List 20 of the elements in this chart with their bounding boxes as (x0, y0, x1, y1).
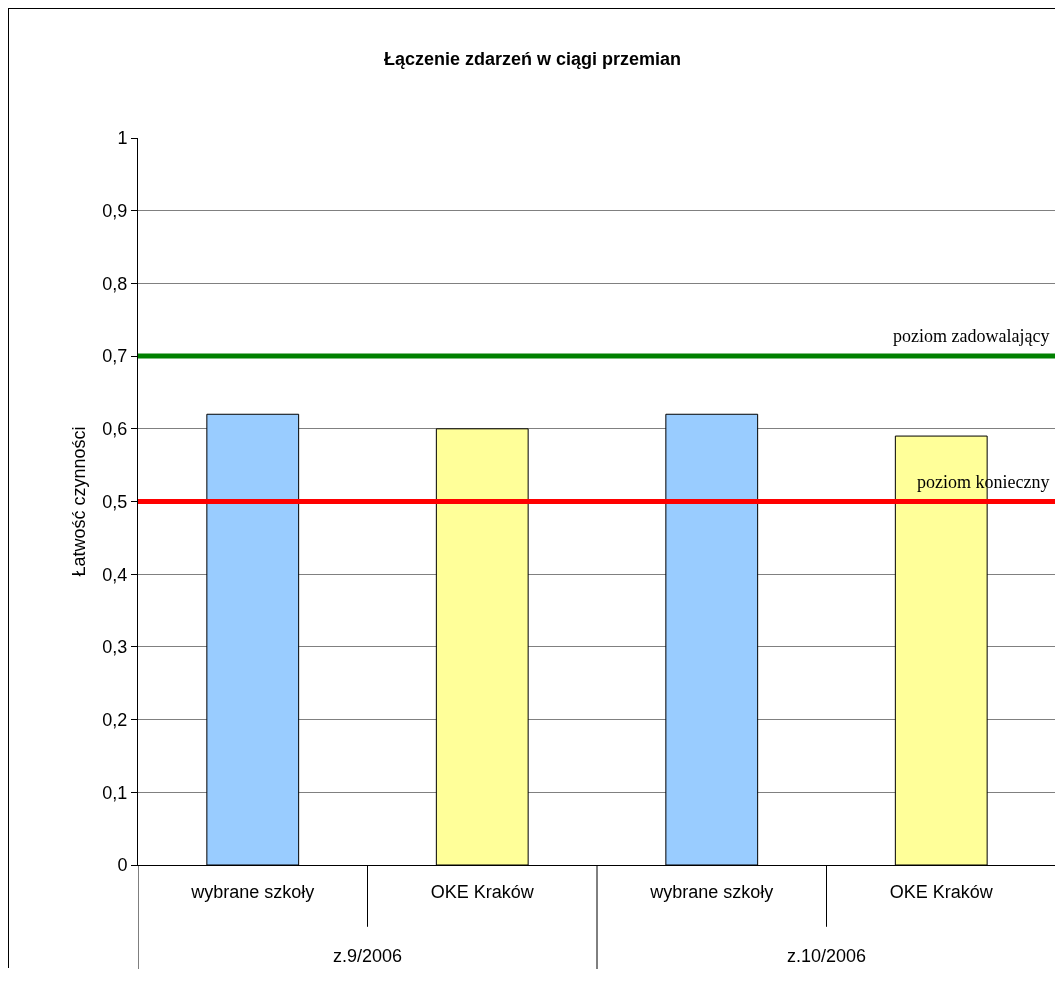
y-tick-label: 1 (117, 128, 128, 149)
x-tick-label: wybrane szkoły (649, 881, 774, 902)
ref-line-label: poziom zadowalający (893, 326, 1050, 346)
x-tick-label: OKE Kraków (889, 881, 994, 902)
y-tick-label: 0,2 (102, 709, 128, 730)
text: z.10/2006 (787, 946, 867, 966)
y-tick-label: 0,8 (102, 273, 128, 294)
y-tick-label: 0,4 (102, 564, 128, 585)
y-tick-label: 0,6 (102, 419, 128, 440)
y-tick-label: 0,5 (102, 491, 128, 512)
x-tick-label: wybrane szkoły (190, 881, 315, 902)
y-tick-label: 0,1 (102, 782, 128, 803)
text: z.9/2006 (333, 946, 403, 966)
y-tick-label: 0,3 (102, 637, 128, 658)
chart-title: Łączenie zdarzeń w ciągi przemian (383, 48, 682, 69)
y-tick-label: 0,7 (102, 346, 128, 367)
x-tick-label: OKE Kraków (430, 881, 535, 902)
y-axis-title: Łatwość czynności (68, 426, 89, 577)
y-tick-label: 0 (117, 855, 128, 876)
y-tick-label: 0,9 (102, 201, 128, 221)
